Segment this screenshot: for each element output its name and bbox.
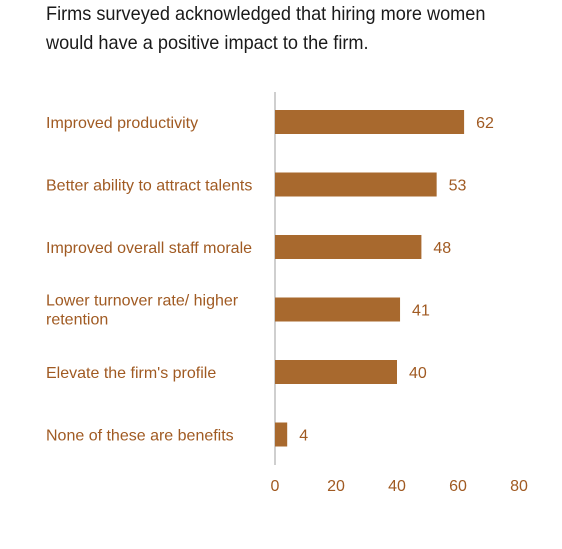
bar-value-label: 40 <box>409 365 427 382</box>
category-label: Improved productivity <box>46 115 198 132</box>
bar <box>275 235 422 259</box>
bar-value-label: 41 <box>412 303 430 320</box>
bar-value-label: 48 <box>433 240 451 257</box>
bar <box>275 172 437 197</box>
bar <box>275 297 401 322</box>
x-tick-label: 80 <box>510 478 528 495</box>
x-tick-label: 40 <box>388 478 406 495</box>
bar <box>275 110 465 134</box>
category-label: Elevate the firm's profile <box>46 365 216 382</box>
x-tick-label: 60 <box>449 478 467 495</box>
bar-value-label: 4 <box>299 428 308 445</box>
category-label: None of these are benefits <box>46 428 234 445</box>
category-label: Improved overall staff morale <box>46 240 252 257</box>
x-tick-label: 20 <box>327 478 345 495</box>
bar-value-label: 62 <box>476 115 494 132</box>
bar-value-label: 53 <box>449 178 467 195</box>
chart-title: Firms surveyed acknowledged that hiring … <box>46 3 486 54</box>
x-tick-label: 0 <box>271 478 280 495</box>
category-label: Lower turnover rate/ higher retention <box>46 293 239 329</box>
bar <box>275 422 288 447</box>
bar <box>275 360 397 384</box>
category-label: Better ability to attract talents <box>46 178 252 195</box>
